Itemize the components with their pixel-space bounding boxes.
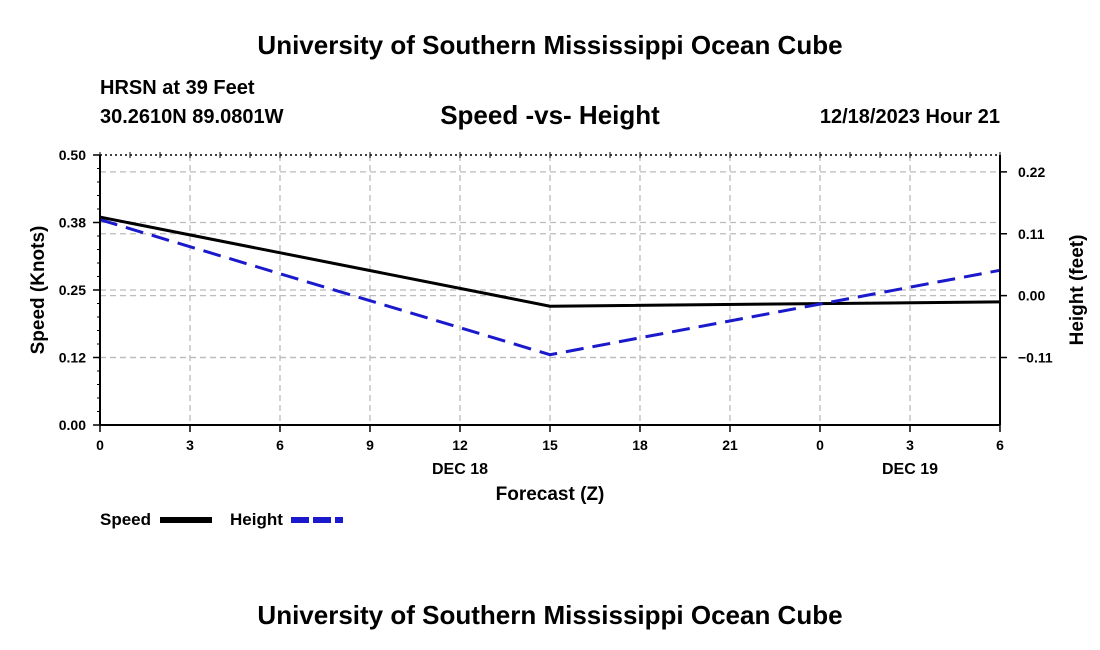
x-tick-label: 3	[906, 437, 914, 453]
x-tick-label: 15	[542, 437, 558, 453]
legend: Speed Height	[100, 510, 343, 529]
x-tick-label: 0	[96, 437, 104, 453]
x-tick-label: 3	[186, 437, 194, 453]
x-tick-label: 21	[722, 437, 738, 453]
station-coordinates: 30.2610N 89.0801W	[100, 106, 284, 128]
chart-datetime: 12/18/2023 Hour 21	[819, 106, 1000, 128]
x-tick-label: 9	[366, 437, 374, 453]
day-label: DEC 19	[882, 461, 938, 478]
y-tick-label: 0.38	[59, 215, 86, 231]
y2-tick-label: 0.22	[1018, 164, 1045, 180]
series-line-speed	[99, 215, 1001, 308]
y2-tick-label: −0.11	[1018, 350, 1053, 366]
y-tick-label: 0.12	[59, 350, 86, 366]
chart-title: Speed -vs- Height	[440, 100, 660, 130]
legend-label-height: Height	[230, 510, 283, 529]
x-tick-label: 0	[816, 437, 824, 453]
x-tick-label: 6	[996, 437, 1004, 453]
axes	[93, 152, 1007, 432]
y2-tick-label: 0.11	[1018, 226, 1045, 242]
y-tick-label: 0.25	[59, 282, 86, 298]
y-tick-label: 0.00	[59, 417, 86, 433]
x-axis-title: Forecast (Z)	[496, 484, 605, 505]
y-axis-title: Speed (Knots)	[28, 226, 49, 355]
series-line-height	[99, 218, 1001, 357]
grid	[100, 155, 1000, 425]
station-name: HRSN at 39 Feet	[100, 77, 255, 99]
legend-label-speed: Speed	[100, 510, 151, 529]
x-tick-label: 12	[452, 437, 468, 453]
y2-tick-label: 0.00	[1018, 288, 1045, 304]
y-tick-label: 0.50	[59, 147, 86, 163]
y2-axis-title: Height (feet)	[1067, 235, 1088, 346]
x-tick-label: 6	[276, 437, 284, 453]
day-label: DEC 18	[432, 461, 488, 478]
footer-title: University of Southern Mississippi Ocean…	[257, 600, 843, 630]
axis-labels: 0 3 6 9 12 15 18 21 0 3 6 0.00 0.12 0.25 0.38 0.50 −0.11…	[28, 147, 1088, 505]
series-layer	[99, 215, 1001, 357]
main-title: University of Southern Mississippi Ocean…	[257, 30, 843, 60]
x-tick-label: 18	[632, 437, 648, 453]
